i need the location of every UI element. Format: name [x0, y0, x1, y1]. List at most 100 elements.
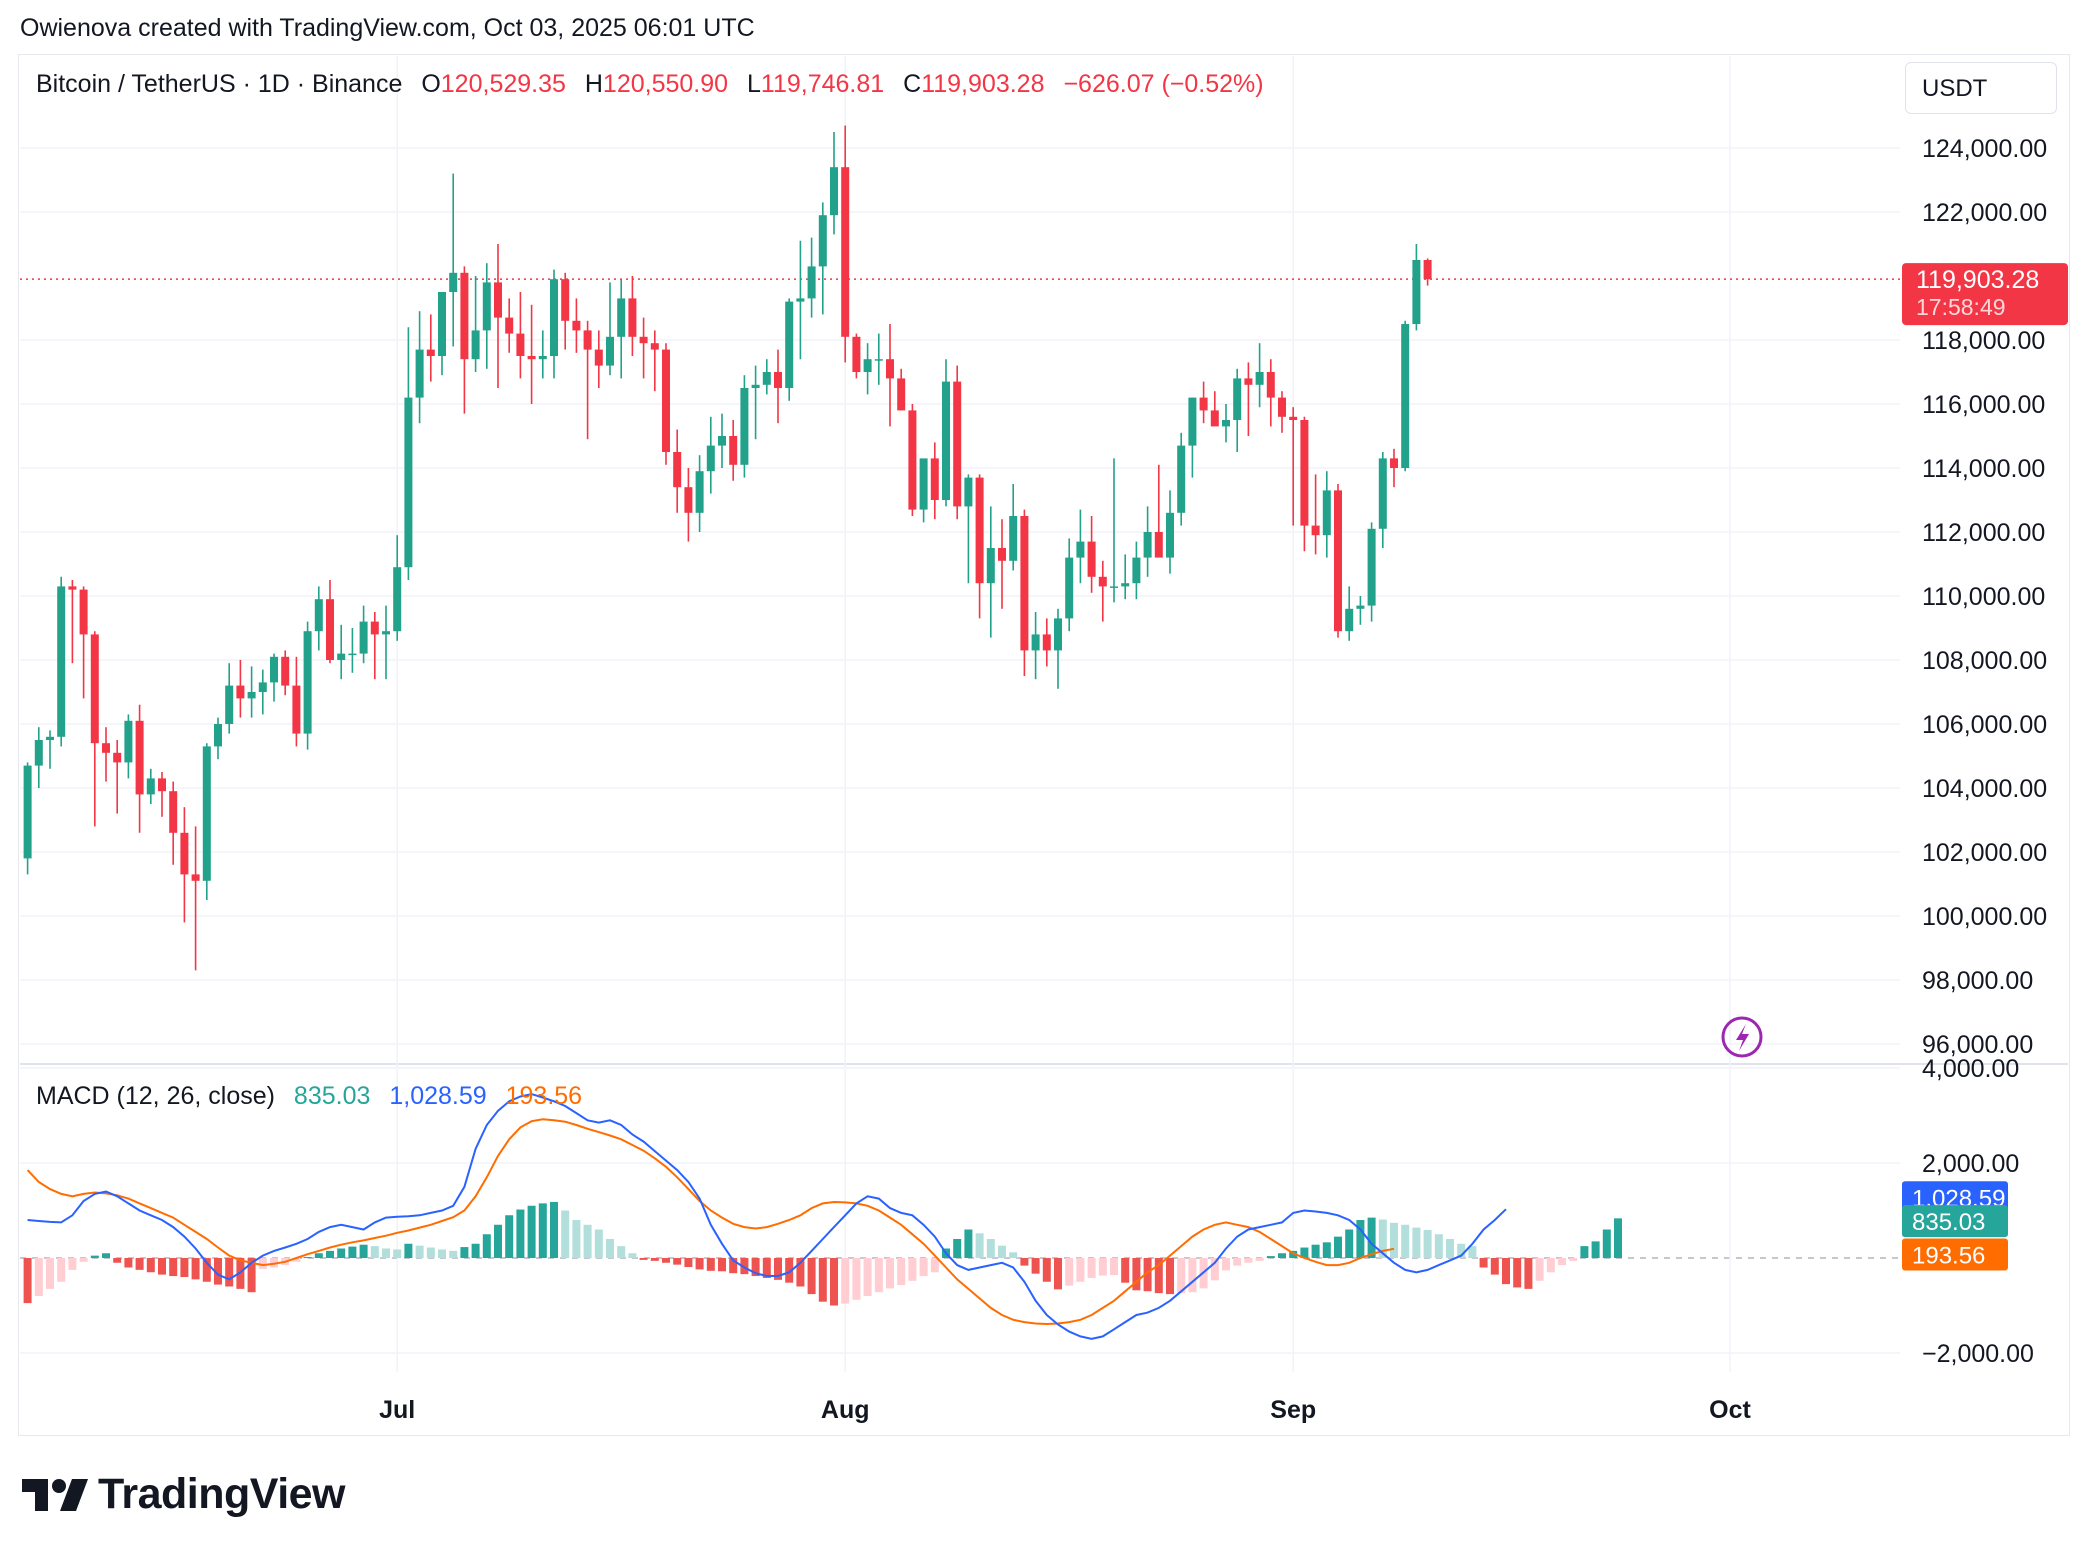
- macd-histogram-bar: [572, 1220, 581, 1258]
- currency-selector[interactable]: USDT: [1905, 62, 2057, 114]
- macd-histogram-bar: [438, 1249, 446, 1258]
- candle: [471, 276, 480, 372]
- price-change: −626.07 (−0.52%): [1063, 70, 1264, 98]
- candle: [684, 468, 693, 542]
- candle: [449, 173, 458, 347]
- macd-histogram-bar: [1188, 1258, 1197, 1293]
- candle: [1244, 362, 1253, 436]
- candle: [919, 458, 928, 523]
- candle-body: [90, 634, 99, 744]
- price-tick-label: 122,000.00: [1922, 199, 2047, 227]
- candle: [729, 420, 738, 481]
- macd-histogram-bar: [1255, 1258, 1264, 1261]
- macd-histogram-bar: [1367, 1217, 1376, 1258]
- alert-icon[interactable]: [1721, 1016, 1763, 1058]
- macd-histogram-bar: [1602, 1229, 1611, 1258]
- macd-histogram-bar: [124, 1258, 133, 1268]
- candle-body: [1300, 420, 1309, 526]
- candle-body: [594, 349, 603, 366]
- candle: [718, 413, 726, 468]
- price-tick-label: 114,000.00: [1922, 455, 2045, 483]
- candle-body: [68, 586, 77, 590]
- candle-body: [270, 656, 278, 683]
- candle-body: [1345, 608, 1354, 632]
- candle-body: [695, 471, 704, 513]
- candle: [1076, 509, 1085, 584]
- macd-histogram-bar: [1009, 1252, 1018, 1258]
- candle-body: [258, 682, 267, 692]
- candle-body: [1311, 525, 1320, 536]
- candle-body: [1233, 378, 1242, 420]
- candle: [1132, 541, 1141, 600]
- macd-histogram-bar: [594, 1229, 603, 1258]
- candle: [1345, 586, 1354, 641]
- macd-histogram-bar: [1490, 1258, 1499, 1275]
- macd-histogram-bar: [1434, 1234, 1443, 1258]
- macd-histogram-bar: [1166, 1258, 1174, 1295]
- symbol-title[interactable]: Bitcoin / TetherUS · 1D · Binance: [36, 70, 403, 98]
- candle: [964, 474, 973, 584]
- macd-histogram-bar: [1614, 1218, 1622, 1258]
- candle: [1300, 416, 1309, 552]
- candle-body: [1054, 618, 1062, 651]
- candle-body: [393, 567, 402, 632]
- candle-body: [370, 621, 379, 635]
- candle: [482, 263, 491, 369]
- macd-title[interactable]: MACD (12, 26, close): [36, 1082, 275, 1110]
- candle-body: [796, 298, 805, 302]
- candle-body: [919, 458, 928, 510]
- price-tick-label: 112,000.00: [1922, 519, 2045, 547]
- macd-histogram-bar: [617, 1246, 626, 1258]
- candle-body: [729, 436, 738, 465]
- candle: [942, 359, 950, 507]
- macd-histogram-bar: [1065, 1258, 1074, 1286]
- macd-histogram-bar: [1042, 1258, 1051, 1282]
- macd-histogram-bar: [1054, 1258, 1062, 1290]
- macd-histogram-bar: [247, 1258, 256, 1293]
- macd-histogram-bar: [326, 1250, 334, 1258]
- candle: [908, 404, 917, 516]
- macd-histogram-bar: [505, 1215, 514, 1258]
- macd-histogram-bar: [1098, 1258, 1107, 1276]
- candle: [438, 292, 446, 376]
- candle: [1378, 452, 1387, 548]
- candle-body: [662, 349, 670, 452]
- candle-body: [1132, 557, 1141, 584]
- macd-histogram-bar: [449, 1250, 458, 1258]
- candle: [1042, 618, 1051, 667]
- candle: [1154, 464, 1163, 558]
- low-value: 119,746.81: [760, 70, 885, 98]
- macd-histogram-bar: [1266, 1256, 1275, 1258]
- candle-body: [942, 381, 950, 500]
- candle: [191, 826, 200, 971]
- brand-logo[interactable]: TradingView: [22, 1470, 346, 1519]
- last-price-badge-bg: [1902, 263, 2068, 326]
- macd-histogram: [23, 1201, 1622, 1306]
- candle-body: [1289, 416, 1298, 420]
- candle-body: [1334, 490, 1342, 632]
- candle-body: [639, 336, 648, 344]
- time-tick-label: Jul: [379, 1396, 415, 1424]
- macd-histogram-bar: [370, 1246, 379, 1258]
- macd-histogram-bar: [46, 1258, 54, 1289]
- candle: [953, 365, 962, 520]
- candle-body: [1412, 260, 1421, 324]
- candle: [292, 656, 301, 747]
- candle-body: [1076, 541, 1085, 558]
- macd-tick-label: −2,000.00: [1922, 1340, 2034, 1368]
- candle-body: [975, 477, 984, 584]
- candle: [583, 320, 592, 440]
- candle: [113, 740, 122, 814]
- candle: [326, 580, 334, 664]
- candle: [1065, 538, 1074, 632]
- candle: [1020, 509, 1029, 676]
- macd-histogram-bar: [1334, 1236, 1342, 1258]
- macd-signal-badge-text: 193.56: [1912, 1243, 1985, 1270]
- price-axis: 124,000.00 122,000.00 118,000.00 116,000.00…: [1922, 135, 2047, 1368]
- candle-body: [57, 586, 66, 737]
- candle: [1121, 554, 1130, 600]
- price-tick-label: 106,000.00: [1922, 711, 2047, 739]
- macd-histogram-bar: [214, 1258, 222, 1285]
